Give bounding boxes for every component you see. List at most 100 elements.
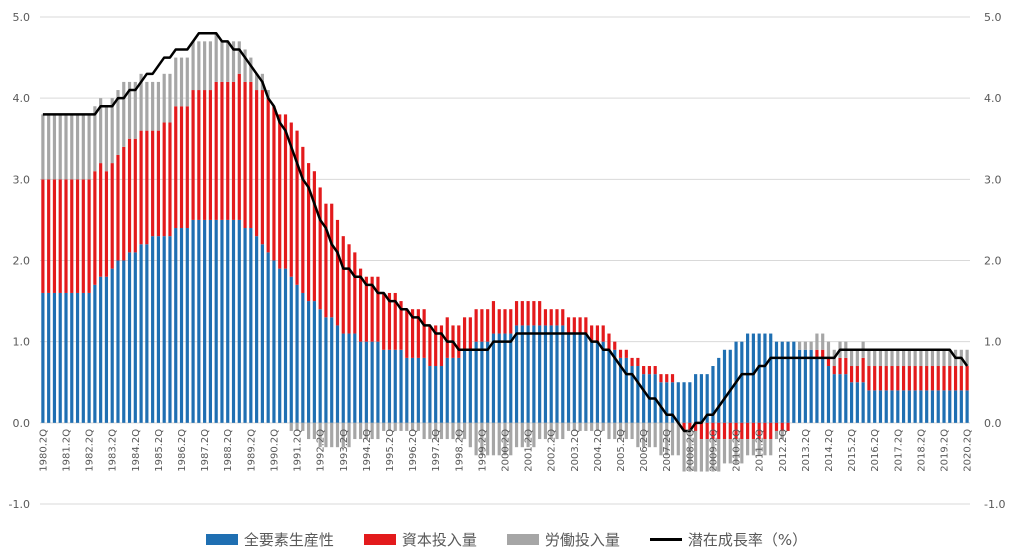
bar-labor xyxy=(670,422,675,456)
legend-item-tfp: 全要素生産性 xyxy=(205,529,334,550)
bar-tfp xyxy=(936,390,940,423)
bar-tfp xyxy=(231,219,236,423)
bar-labor xyxy=(231,41,236,82)
x-tick-label: 1983.2Q xyxy=(108,429,119,472)
bar-labor xyxy=(145,81,149,131)
bar-tfp xyxy=(803,349,807,423)
y-tick-left: 1.0 xyxy=(13,336,31,349)
x-tick-label: 1995.2Q xyxy=(385,429,396,472)
x-tick-label: 2009.2Q xyxy=(708,429,719,472)
bar-capital xyxy=(717,422,721,440)
bar-tfp xyxy=(601,341,605,423)
bar-tfp xyxy=(798,349,802,423)
bar-capital xyxy=(861,357,865,383)
bar-capital xyxy=(422,309,426,358)
bar-tfp xyxy=(353,333,357,423)
bar-capital xyxy=(324,203,328,318)
bar-capital xyxy=(826,357,831,367)
bar-tfp xyxy=(942,390,946,423)
bar-capital xyxy=(959,366,963,391)
bar-labor xyxy=(659,422,663,456)
bar-tfp xyxy=(624,357,628,423)
bar-labor xyxy=(769,439,773,456)
bar-labor xyxy=(416,422,420,431)
bar-tfp xyxy=(191,219,195,423)
bar-capital xyxy=(405,309,409,358)
bar-tfp xyxy=(792,341,796,423)
bar-tfp xyxy=(919,390,923,423)
bar-labor xyxy=(428,422,432,440)
bar-labor xyxy=(191,41,195,91)
x-tick-label: 1985.2Q xyxy=(154,429,165,472)
bar-tfp xyxy=(266,252,270,423)
bar-capital xyxy=(711,422,715,440)
bar-labor xyxy=(133,81,137,139)
bar-capital xyxy=(278,114,282,269)
bar-capital xyxy=(688,422,692,431)
bar-tfp xyxy=(445,357,449,423)
bar-tfp xyxy=(93,284,97,423)
bar-capital xyxy=(70,179,74,293)
bar-capital xyxy=(878,366,883,391)
x-tick-label: 2020.2Q xyxy=(963,429,974,472)
bar-labor xyxy=(890,349,894,367)
bar-capital xyxy=(705,422,709,440)
y-tick-right: 2.0 xyxy=(984,255,1002,268)
potential-growth-line-group xyxy=(42,31,969,433)
bar-labor xyxy=(746,439,750,456)
bar-labor xyxy=(480,422,484,456)
bar-capital xyxy=(457,325,461,358)
bar-labor xyxy=(220,41,224,82)
bar-labor xyxy=(422,422,426,440)
bar-labor xyxy=(555,422,559,440)
x-tick-label: 1982.2Q xyxy=(85,429,96,472)
bar-tfp xyxy=(590,341,594,423)
bar-labor xyxy=(370,422,374,440)
bar-tfp xyxy=(162,236,166,423)
bar-capital xyxy=(682,422,686,431)
bar-capital xyxy=(249,81,253,229)
bar-tfp xyxy=(139,244,143,423)
bar-capital xyxy=(740,422,744,440)
bar-capital xyxy=(410,309,415,358)
bar-capital xyxy=(428,325,432,367)
x-tick-label: 2011.2Q xyxy=(755,429,766,472)
bar-capital xyxy=(64,179,68,293)
bar-tfp xyxy=(867,390,871,423)
bar-capital xyxy=(520,301,524,326)
x-tick-label: 1988.2Q xyxy=(223,429,234,472)
bar-labor xyxy=(913,349,917,367)
bar-labor xyxy=(826,341,831,358)
x-tick-label: 1994.2Q xyxy=(362,429,373,472)
bar-capital xyxy=(670,374,675,383)
bar-labor xyxy=(445,422,449,440)
y-tick-left: 0.0 xyxy=(13,417,31,430)
x-tick-label: 2012.2Q xyxy=(778,429,789,472)
bar-labor xyxy=(607,422,611,440)
bar-capital xyxy=(630,357,634,367)
bar-labor xyxy=(665,422,669,456)
bar-tfp xyxy=(330,317,334,423)
bar-tfp xyxy=(382,349,386,423)
bar-labor xyxy=(122,81,126,147)
bar-capital xyxy=(462,317,467,350)
bar-tfp xyxy=(87,292,91,423)
bar-capital xyxy=(376,276,380,342)
bar-capital xyxy=(445,317,449,358)
x-tick-label: 1992.2Q xyxy=(316,429,327,472)
bar-capital xyxy=(867,366,871,391)
bar-capital xyxy=(607,333,611,350)
bar-capital xyxy=(75,179,80,293)
bar-tfp xyxy=(572,333,576,423)
bar-capital xyxy=(434,325,438,367)
bar-labor xyxy=(526,422,530,448)
bar-capital xyxy=(659,374,663,383)
bar-tfp xyxy=(249,228,253,423)
bar-labor xyxy=(705,439,709,472)
bar-capital xyxy=(359,268,363,342)
bar-labor xyxy=(717,439,721,472)
bar-labor xyxy=(642,422,646,448)
bar-labor xyxy=(613,422,617,440)
bar-tfp xyxy=(520,325,524,423)
bar-labor xyxy=(873,349,877,367)
